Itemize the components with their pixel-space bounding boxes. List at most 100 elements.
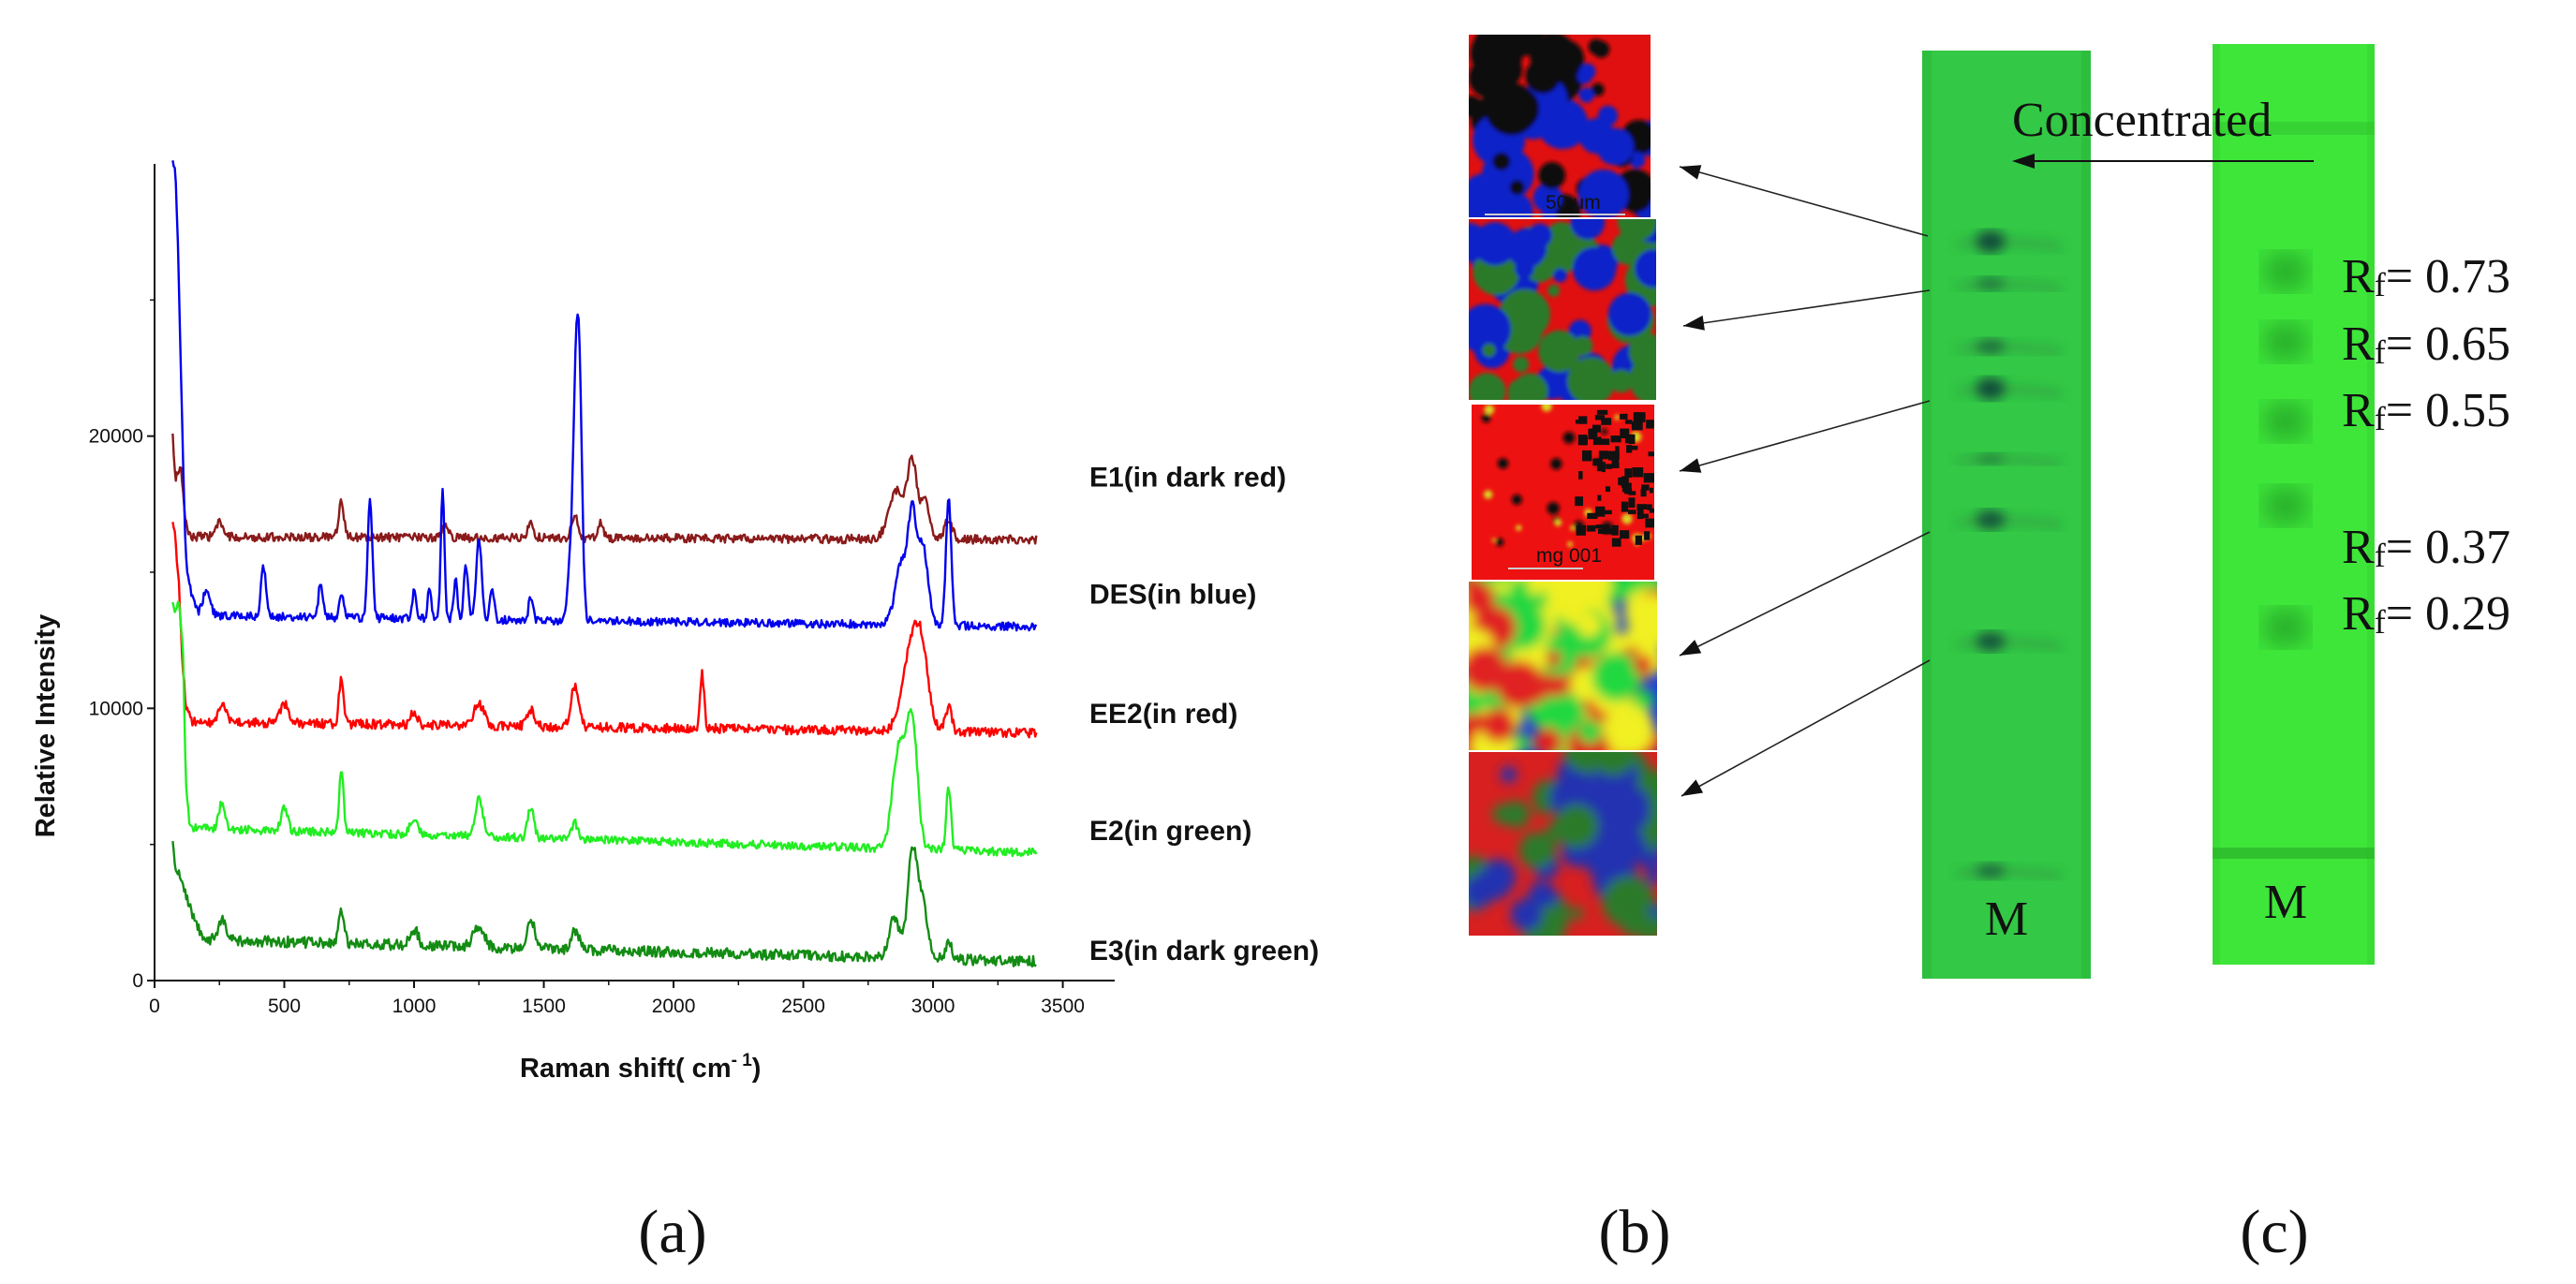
y-tick-label: 10000 [89,698,143,719]
map-blob [1495,538,1504,547]
map-blob [1577,612,1602,637]
map-pixel [1601,418,1612,425]
x-tick-label: 1500 [522,996,566,1017]
raman-map-1 [1469,35,1651,217]
series-label: E1(in dark red) [1089,462,1286,493]
x-tick-label: 500 [268,996,301,1017]
map-blob [1597,105,1619,126]
pointer-arrow-head [1683,315,1705,331]
map-pixel [1578,471,1583,480]
map-pixel [1592,458,1603,466]
map-pixel [1631,445,1638,450]
pointer-arrow-line [1682,289,1931,327]
map-pixel [1628,497,1636,509]
pointer-arrow-head [1680,165,1702,180]
map-blob [1509,180,1525,196]
map-pixel [1611,459,1620,468]
map-pixel [1596,465,1604,472]
series-label: E3(in dark green) [1089,936,1319,967]
series-label: EE2(in red) [1089,699,1237,730]
y-tick-label: 0 [132,970,143,992]
pointer-arrow-line [1679,166,1929,237]
map-blob [1540,682,1554,696]
series-line [171,522,1038,739]
map-pixel [1624,468,1633,478]
map-blob [1469,96,1483,118]
map-blob [1547,502,1560,515]
scale-caption-1: 50 μm [1546,192,1601,214]
map-pixel [1633,412,1639,422]
map-blob [1506,228,1547,269]
y-tick-label: 20000 [89,426,143,448]
map-blob [1602,875,1655,928]
map-blob [1532,183,1562,213]
map-blob [1590,752,1636,776]
tlc-origin-line [2213,848,2375,859]
map-blob [1538,330,1581,373]
map-pixel [1592,436,1602,446]
map-blob [1516,524,1522,531]
x-axis-label: Raman shift( cm- 1) [520,1051,761,1084]
map-pixel [1575,496,1584,507]
map-pixel [1586,524,1596,532]
map-pixel [1626,445,1633,453]
series-line [171,433,1038,545]
map-blob [1578,170,1629,217]
tlc-band [1957,509,2062,530]
tlc-bands-left [1957,230,2062,879]
map-blob [1470,35,1523,80]
map-pixel [1640,489,1647,497]
x-tick-label: 2500 [781,996,825,1017]
map-blob [1511,494,1522,506]
map-pixel [1628,434,1636,445]
map-blob [1469,646,1507,692]
pointer-arrow-line [1679,400,1931,472]
map-pixel [1621,501,1629,512]
pointer-arrow-head [1680,458,1702,473]
map-blob [1567,357,1616,400]
raman-map-3 [1472,405,1654,580]
tlc-front-line [2213,122,2375,135]
map-dark-zone [1575,409,1654,547]
series-line [171,600,1038,858]
map-blob [1469,875,1495,908]
map-pixel [1577,435,1587,446]
map-blob [1573,335,1593,357]
tlc-spots-right [2213,122,2375,859]
map-blob [1497,458,1509,469]
map-blob [1515,258,1534,279]
concentrated-label: Concentrated [2012,94,2272,147]
map-blob [1484,405,1495,415]
map-pixel [1576,524,1586,536]
x-ticks: 0 500 1000 1500 2000 2500 3000 3500 [149,981,1085,1017]
map-blob [1591,82,1605,96]
map-pixel [1649,508,1654,513]
raman-map-2 [1469,219,1656,400]
map-pixel [1606,464,1613,469]
map-pixel [1591,424,1601,433]
tlc-band [1957,863,2062,879]
map-blob [1508,390,1527,400]
map-blob [1469,173,1502,212]
map-texture [1469,219,1656,400]
map-blob [1633,689,1654,711]
map-blob [1550,458,1562,470]
tlc-spot [2263,403,2308,440]
map-pixel [1608,450,1620,461]
map-blob [1604,705,1654,750]
map-pixel [1610,435,1621,443]
map-pixel [1611,538,1621,547]
map-pixel [1605,486,1611,493]
map-blob [1562,432,1576,444]
map-blob [1469,303,1511,355]
map-blob [1527,582,1546,595]
map-blob [1613,793,1651,831]
map-pointer-arrows [1679,165,1931,797]
map-pixel [1602,528,1614,535]
map-blob [1553,268,1567,283]
map-blob [1577,719,1603,744]
map-blob [1646,869,1657,885]
map-pixel [1646,420,1654,429]
map-blob [1533,728,1562,750]
raman-maps: 50 μm mg 001 (b) [1469,35,1670,1266]
